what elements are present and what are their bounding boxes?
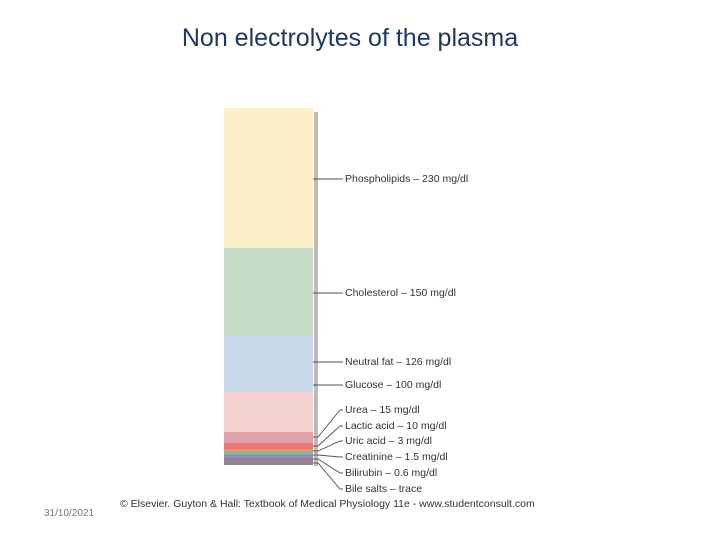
segment	[224, 458, 313, 461]
figure-label: Neutral fat – 126 mg/dl	[345, 356, 451, 368]
figure: Phospholipids – 230 mg/dl Cholesterol – 1…	[224, 108, 468, 495]
segment	[224, 452, 313, 455]
figure-label: Lactic acid – 10 mg/dl	[345, 420, 447, 432]
figure-label: Glucose – 100 mg/dl	[345, 379, 441, 391]
bar-shadow	[314, 112, 318, 466]
figure-label: Creatinine – 1.5 mg/dl	[345, 451, 448, 463]
leader-line	[313, 425, 343, 447]
figure-label: Uric acid – 3 mg/dl	[345, 435, 432, 447]
figure-label: Bilirubin – 0.6 mg/dl	[345, 467, 437, 479]
leader-line	[313, 440, 343, 452]
leader-line	[313, 458, 343, 474]
slide-title: Non electrolytes of the plasma	[182, 24, 518, 52]
caption: © Elsevier. Guyton & Hall: Textbook of M…	[120, 498, 535, 510]
segment	[224, 443, 313, 449]
leader-line	[313, 462, 343, 490]
segment	[224, 248, 313, 335]
segment	[224, 335, 313, 392]
segment	[224, 432, 313, 443]
slide-date: 31/10/2021	[44, 508, 94, 519]
labels: Phospholipids – 230 mg/dl Cholesterol – 1…	[313, 173, 468, 495]
segment	[224, 449, 313, 452]
leader-line	[313, 454, 343, 458]
segment	[224, 108, 313, 248]
segment	[224, 455, 313, 458]
segment	[224, 392, 313, 432]
figure-label: Phospholipids – 230 mg/dl	[345, 173, 468, 185]
segment	[224, 461, 313, 465]
figure-label: Bile salts – trace	[345, 483, 422, 495]
figure-label: Urea – 15 mg/dl	[345, 404, 420, 416]
figure-label: Cholesterol – 150 mg/dl	[345, 287, 456, 299]
leader-line	[313, 409, 343, 438]
